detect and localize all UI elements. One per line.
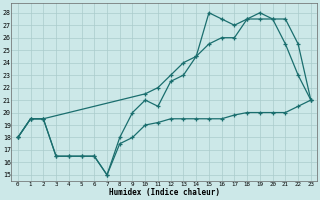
X-axis label: Humidex (Indice chaleur): Humidex (Indice chaleur) bbox=[109, 188, 220, 197]
